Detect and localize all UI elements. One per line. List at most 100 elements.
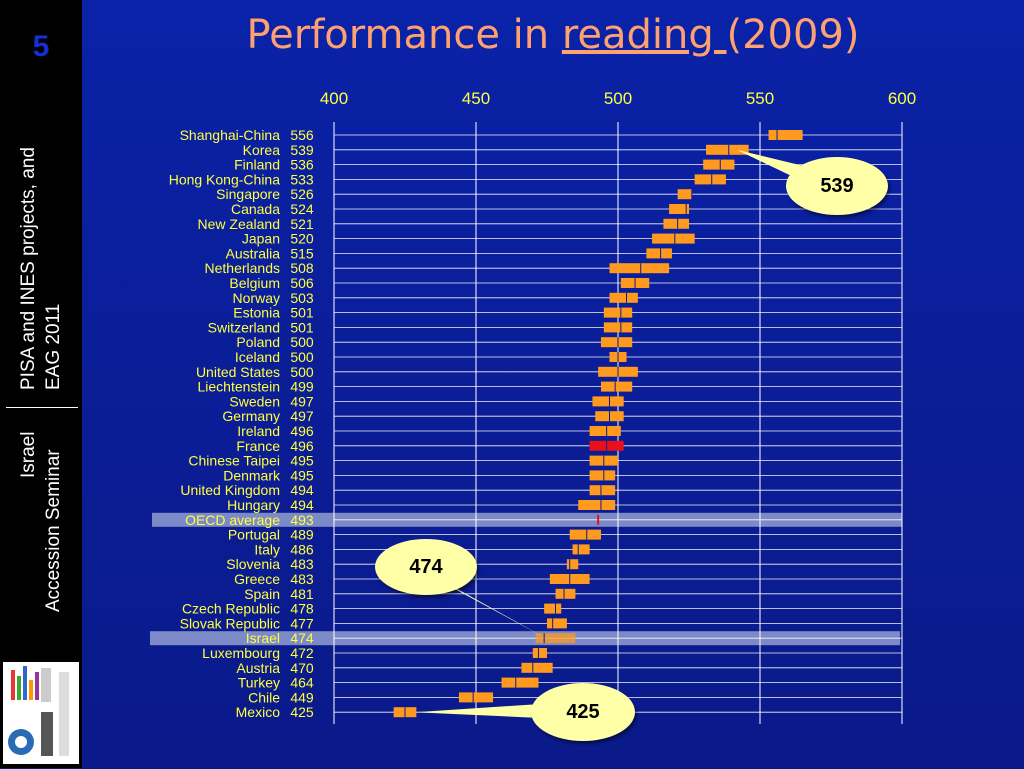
x-tick-label: 500 xyxy=(604,89,632,108)
row-value: 472 xyxy=(290,645,314,661)
row-value: 449 xyxy=(290,689,314,705)
slide-title: Performance in reading (2009) xyxy=(82,12,1024,58)
row-label: Shanghai-China xyxy=(180,127,281,143)
row-value: 495 xyxy=(290,467,314,483)
data-bar xyxy=(663,218,689,229)
row-label: Iceland xyxy=(235,349,280,365)
row-label: Slovenia xyxy=(226,556,280,572)
x-tick-label: 600 xyxy=(888,89,916,108)
row-value: 526 xyxy=(290,186,314,202)
row-value: 425 xyxy=(290,704,314,720)
row-value: 478 xyxy=(290,601,314,617)
row-value: 499 xyxy=(290,379,314,395)
row-value: 500 xyxy=(290,349,314,365)
x-tick-label: 550 xyxy=(746,89,774,108)
row-value: 503 xyxy=(290,290,314,306)
row-label: United States xyxy=(196,364,280,380)
row-value: 506 xyxy=(290,275,314,291)
row-label: Hungary xyxy=(227,497,280,513)
data-bar xyxy=(589,426,621,436)
callout-pointer xyxy=(415,704,540,718)
row-label: Australia xyxy=(226,245,281,261)
callout-pointer xyxy=(438,580,543,637)
row-label: Chinese Taipei xyxy=(188,453,280,469)
row-value: 496 xyxy=(290,423,314,439)
row-value: 500 xyxy=(290,334,314,350)
row-label: Korea xyxy=(243,142,281,158)
row-value: 496 xyxy=(290,438,314,454)
row-value: 493 xyxy=(290,512,314,528)
row-label: New Zealand xyxy=(198,216,281,232)
row-label: Poland xyxy=(236,334,280,350)
title-text-underlined: reading xyxy=(561,12,727,58)
data-bar xyxy=(600,337,633,348)
data-bar xyxy=(521,662,553,673)
data-bar xyxy=(458,692,494,703)
row-value: 489 xyxy=(290,527,314,543)
data-bar xyxy=(532,648,547,658)
row-label: Belgium xyxy=(229,275,280,291)
data-bar xyxy=(652,233,695,244)
data-bar xyxy=(589,485,616,496)
data-bar xyxy=(569,529,601,540)
data-bar xyxy=(609,263,670,274)
row-label: Greece xyxy=(234,571,280,587)
row-label: Denmark xyxy=(223,467,281,483)
row-label: Ireland xyxy=(237,423,280,439)
data-bar xyxy=(703,159,735,170)
row-label: Slovak Republic xyxy=(180,615,280,631)
data-bar xyxy=(572,544,590,555)
title-text-before: Performance in xyxy=(246,12,562,58)
row-value: 556 xyxy=(290,127,314,143)
data-bar xyxy=(768,130,803,140)
row-value: 481 xyxy=(290,586,314,602)
row-label: Chile xyxy=(248,689,280,705)
row-value: 477 xyxy=(290,615,314,631)
row-label: Sweden xyxy=(229,393,280,409)
row-label: Italy xyxy=(254,541,280,557)
data-bar xyxy=(603,322,633,333)
row-label: Finland xyxy=(234,157,280,173)
row-value: 501 xyxy=(290,305,314,321)
row-value: 497 xyxy=(290,408,314,424)
row-label: Singapore xyxy=(216,186,280,202)
row-label: Austria xyxy=(236,660,280,676)
row-value: 494 xyxy=(290,497,314,513)
row-value: 500 xyxy=(290,364,314,380)
row-value: 470 xyxy=(290,660,314,676)
row-value: 486 xyxy=(290,541,314,557)
row-value: 533 xyxy=(290,171,314,187)
row-label: Israel xyxy=(246,630,280,646)
row-label: Netherlands xyxy=(205,260,281,276)
data-bar xyxy=(589,470,616,481)
row-value: 524 xyxy=(290,201,314,217)
x-tick-label: 400 xyxy=(320,89,348,108)
row-label: OECD average xyxy=(185,512,280,528)
data-bar xyxy=(706,144,749,155)
slide-number: 5 xyxy=(32,30,50,63)
data-bar xyxy=(501,677,539,688)
data-bar xyxy=(555,588,576,599)
row-label: Luxembourg xyxy=(202,645,280,661)
data-bar xyxy=(694,174,726,185)
row-value: 483 xyxy=(290,571,314,587)
row-value: 495 xyxy=(290,453,314,469)
row-value: 483 xyxy=(290,556,314,572)
data-bar xyxy=(592,396,624,407)
row-label: Spain xyxy=(244,586,280,602)
data-bar xyxy=(544,603,562,614)
row-label: Estonia xyxy=(233,305,280,321)
sidebar: 5 PISA and INES projects, and EAG 2011 I… xyxy=(0,0,82,768)
row-label: Hong Kong-China xyxy=(169,171,281,187)
row-value: 515 xyxy=(290,245,314,261)
data-bar xyxy=(646,248,672,259)
row-value: 521 xyxy=(290,216,314,232)
row-label: Liechtenstein xyxy=(197,379,280,395)
row-value: 494 xyxy=(290,482,314,498)
row-value: 520 xyxy=(290,231,314,247)
row-label: Norway xyxy=(233,290,280,306)
row-value: 501 xyxy=(290,319,314,335)
row-label: Czech Republic xyxy=(182,601,280,617)
row-label: United Kingdom xyxy=(180,482,280,498)
